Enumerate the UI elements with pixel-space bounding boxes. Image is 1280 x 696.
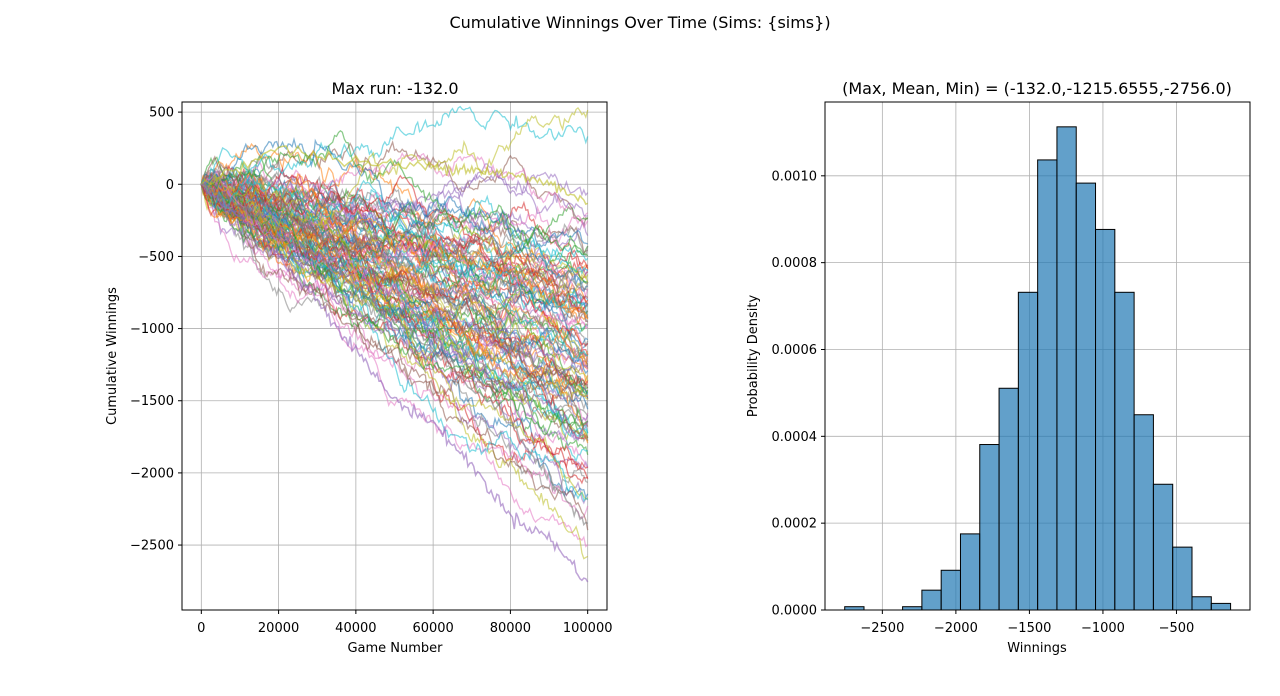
histogram-bar [1037, 159, 1058, 611]
line-chart-ylabel: Cumulative Winnings [105, 287, 120, 425]
histogram-bar [998, 387, 1019, 611]
line-chart: Max run: -132.0 0 20000 40000 60000 80000 100… [105, 79, 613, 656]
histogram-bar [1114, 291, 1135, 611]
histogram-bar [1210, 602, 1232, 611]
histogram-frame [824, 101, 1251, 611]
y-tick-label: −2000 [130, 466, 174, 481]
histogram-bar [940, 569, 961, 611]
histogram-chart: (Max, Mean, Min) = (-132.0,-1215.6555,-2… [746, 79, 1251, 656]
simulation-run-line [200, 180, 589, 379]
histogram-xlabel: Winnings [1007, 641, 1067, 656]
histogram-bar [979, 444, 1000, 611]
histogram-ylabel: Probability Density [746, 295, 761, 418]
simulation-run-line [200, 182, 589, 480]
x-tick-label: −1500 [1007, 621, 1051, 636]
x-tick-label: 60000 [412, 621, 453, 636]
y-tick-label: 0.0010 [772, 169, 818, 184]
simulation-run-line [200, 136, 588, 248]
simulation-run-line [200, 173, 589, 313]
histogram-bar [1191, 596, 1212, 611]
histogram-bar [1152, 483, 1174, 611]
simulation-run-line [201, 106, 589, 227]
histogram-bar [1095, 228, 1116, 611]
line-chart-title: Max run: -132.0 [331, 79, 458, 98]
line-chart-frame [181, 101, 608, 611]
x-tick-label: −1000 [1081, 621, 1125, 636]
histogram-ticks: −2500 −2000 −1500 −1000 −500 0.0000 0.0002 0.00… [772, 169, 1195, 636]
x-tick-label: −500 [1159, 621, 1195, 636]
y-tick-label: 0.0000 [772, 604, 818, 619]
simulation-run-line [200, 149, 589, 307]
x-tick-label: −2500 [860, 621, 904, 636]
highlighted-run-line [200, 181, 589, 583]
simulation-run-line [201, 183, 589, 531]
y-tick-label: −500 [138, 250, 174, 265]
simulation-run-line [200, 169, 589, 330]
simulation-run-line [200, 184, 589, 320]
x-tick-label: −2000 [934, 621, 978, 636]
line-chart-xlabel: Game Number [347, 641, 443, 656]
histogram-bar [1133, 414, 1154, 611]
simulation-run-line [200, 178, 589, 440]
line-chart-ticks: 0 20000 40000 60000 80000 100000 500 0 −500 −1000… [130, 106, 612, 636]
y-tick-label: 0 [166, 178, 174, 193]
y-tick-label: −1000 [130, 322, 174, 337]
x-tick-label: 40000 [335, 621, 376, 636]
simulation-run-line [200, 178, 588, 398]
histogram-bar [1017, 291, 1039, 611]
y-tick-label: 500 [149, 106, 174, 121]
simulation-run-line [200, 105, 589, 187]
x-tick-label: 80000 [490, 621, 531, 636]
y-tick-label: 0.0008 [772, 256, 818, 271]
simulation-run-line [200, 177, 589, 369]
highlighted-run-line [201, 183, 589, 527]
simulation-run-line [200, 182, 589, 435]
simulation-run-line [200, 129, 589, 257]
y-tick-label: −2500 [130, 539, 174, 554]
highlighted-run-line [200, 144, 588, 206]
simulation-run-line [200, 155, 589, 389]
x-tick-label: 100000 [563, 621, 613, 636]
x-tick-label: 0 [197, 621, 205, 636]
simulation-run-line [200, 184, 589, 348]
simulation-run-line [200, 183, 589, 323]
histogram-bar [959, 533, 981, 611]
y-tick-label: 0.0004 [772, 430, 818, 445]
simulation-run-line [200, 169, 589, 257]
y-tick-label: 0.0002 [772, 517, 818, 532]
histogram-bar [1056, 126, 1077, 611]
histogram-title: (Max, Mean, Min) = (-132.0,-1215.6555,-2… [842, 79, 1232, 98]
y-tick-label: −1500 [130, 394, 174, 409]
y-tick-label: 0.0006 [772, 343, 818, 358]
histogram-bars [844, 126, 1232, 611]
histogram-bar [1172, 546, 1193, 611]
line-chart-series-group [200, 105, 589, 583]
x-tick-label: 20000 [258, 621, 299, 636]
histogram-bar [1075, 182, 1097, 611]
histogram-bar [921, 589, 942, 611]
suptitle: Cumulative Winnings Over Time (Sims: {si… [449, 13, 830, 32]
